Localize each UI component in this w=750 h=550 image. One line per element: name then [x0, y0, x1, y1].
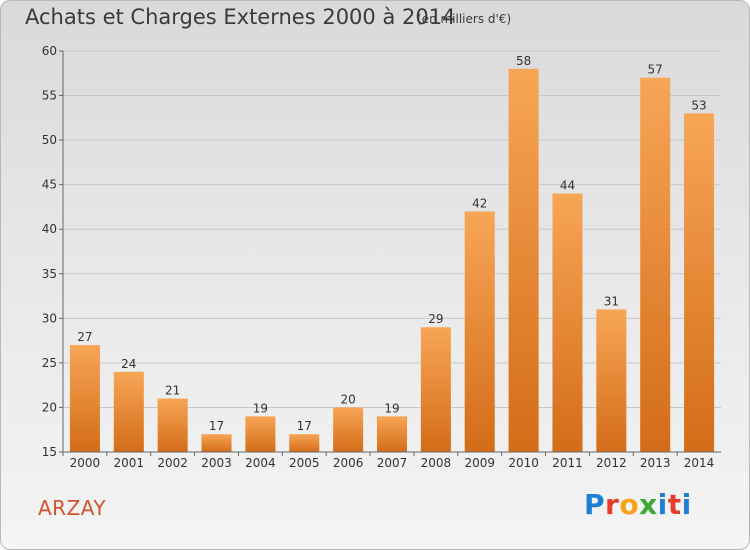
bar	[640, 77, 671, 452]
chart-unit: (en milliers d'€)	[417, 12, 512, 26]
bar	[684, 113, 715, 452]
data-labels: 27 24 21 17 19 17 20 19 29 42 58 44 31 57 53	[77, 54, 706, 433]
bar	[245, 416, 276, 452]
data-label: 53	[691, 98, 706, 112]
bar	[113, 371, 144, 452]
x-tick-label: 2013	[640, 456, 671, 470]
data-label: 44	[560, 179, 575, 193]
logo-letter: x	[639, 488, 658, 521]
data-label: 19	[253, 401, 268, 415]
logo-letter: i	[681, 488, 692, 521]
bar	[464, 211, 495, 452]
logo-letter: r	[605, 488, 620, 521]
data-label: 31	[604, 294, 619, 308]
bar	[69, 345, 100, 452]
data-label: 19	[384, 401, 399, 415]
x-tick-label: 2000	[70, 456, 101, 470]
x-tick-label: 2010	[508, 456, 539, 470]
data-label: 17	[209, 419, 224, 433]
bar	[289, 434, 320, 452]
data-label: 29	[428, 312, 443, 326]
data-label: 17	[297, 419, 312, 433]
x-tick-label: 2009	[464, 456, 495, 470]
data-label: 42	[472, 196, 487, 210]
data-label: 20	[340, 392, 355, 406]
x-axis-ticks: 2000 2001 2002 2003 2004 2005 2006 2007 2008 2009…	[62, 452, 715, 470]
x-tick-label: 2014	[684, 456, 715, 470]
y-tick-label: 45	[42, 178, 57, 192]
data-label: 57	[648, 63, 663, 77]
y-tick-label: 35	[42, 267, 57, 281]
y-tick-label: 15	[42, 445, 57, 459]
bar	[333, 407, 364, 452]
x-tick-label: 2008	[421, 456, 452, 470]
x-tick-label: 2001	[114, 456, 145, 470]
bar	[596, 309, 627, 452]
commune-name: ARZAY	[38, 496, 107, 520]
data-label: 27	[77, 330, 92, 344]
x-tick-label: 2002	[157, 456, 188, 470]
y-tick-label: 40	[42, 222, 57, 236]
x-tick-label: 2011	[552, 456, 583, 470]
y-tick-label: 25	[42, 356, 57, 370]
proxiti-logo: Proxiti	[584, 488, 692, 521]
bar	[508, 68, 539, 453]
axes	[62, 51, 721, 453]
y-axis-ticks: 15 20 25 30 35 40 45 50 55 60	[42, 44, 63, 459]
logo-letter: o	[619, 488, 640, 521]
y-tick-label: 30	[42, 311, 57, 325]
bar	[201, 434, 232, 452]
bar	[552, 193, 583, 453]
x-tick-label: 2004	[245, 456, 276, 470]
logo-letter: P	[584, 488, 606, 521]
bar	[377, 416, 407, 452]
y-tick-label: 55	[42, 89, 57, 103]
x-tick-label: 2003	[201, 456, 232, 470]
bars	[69, 68, 715, 453]
bar	[420, 327, 451, 452]
bar	[157, 398, 188, 452]
logo-letter: t	[667, 488, 682, 521]
x-tick-label: 2005	[289, 456, 320, 470]
x-tick-label: 2006	[333, 456, 364, 470]
x-tick-label: 2007	[377, 456, 408, 470]
data-label: 21	[165, 384, 180, 398]
logo-letter: i	[657, 488, 668, 521]
x-tick-label: 2012	[596, 456, 627, 470]
chart-title: Achats et Charges Externes 2000 à 2014	[25, 5, 456, 29]
y-tick-label: 60	[42, 44, 57, 58]
y-tick-label: 50	[42, 133, 57, 147]
y-tick-label: 20	[42, 400, 57, 414]
data-label: 24	[121, 357, 136, 371]
data-label: 58	[516, 54, 531, 68]
